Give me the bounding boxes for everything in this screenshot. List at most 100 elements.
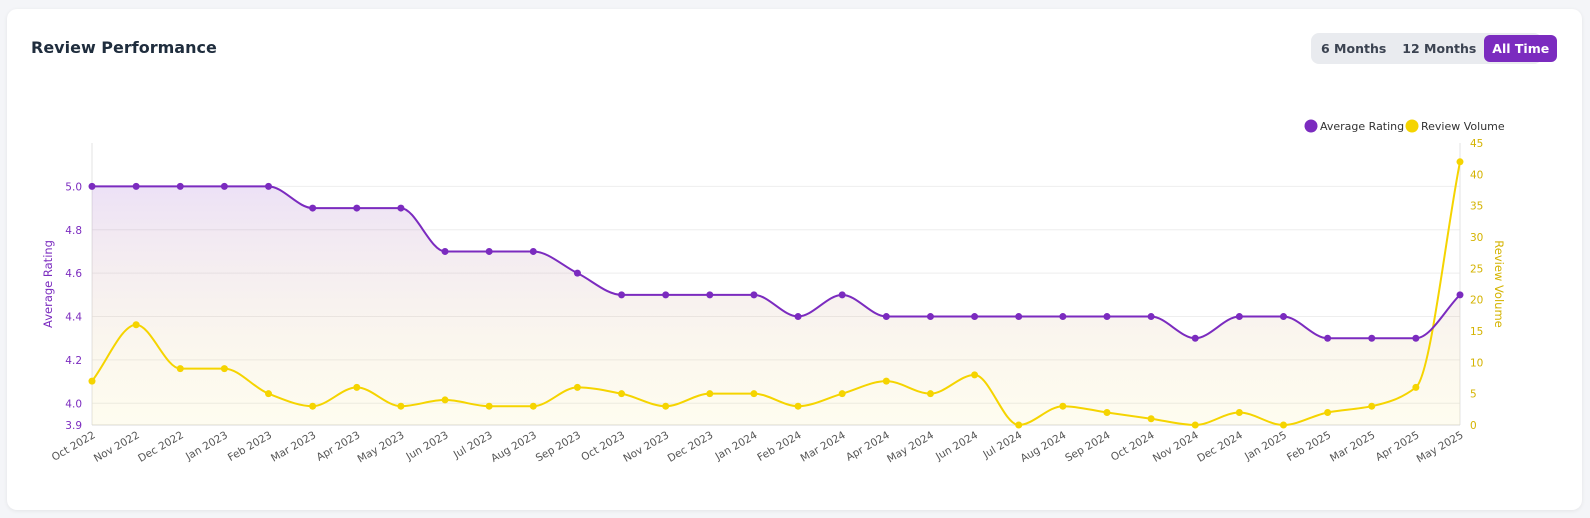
volume-point-feb-2024 xyxy=(794,402,802,410)
x-tick-label-feb-2024: Feb 2024 xyxy=(755,429,803,464)
right-tick-label-7: 35 xyxy=(1470,201,1483,213)
x-tick-label-oct-2022: Oct 2022 xyxy=(50,429,98,464)
rating-point-mar-2023 xyxy=(309,204,317,212)
rating-point-dec-2022 xyxy=(176,182,184,190)
volume-point-jun-2023 xyxy=(441,396,449,404)
x-tick-label-feb-2025: Feb 2025 xyxy=(1285,429,1333,464)
volume-point-dec-2024 xyxy=(1235,408,1243,416)
x-tick-label-aug-2024: Aug 2024 xyxy=(1019,429,1069,465)
chart-legend: Average Rating Review Volume xyxy=(1304,119,1505,133)
legend-label-review-volume: Review Volume xyxy=(1421,120,1505,133)
volume-point-sep-2023 xyxy=(573,383,581,391)
volume-point-may-2025 xyxy=(1456,158,1464,166)
x-tick-label-may-2025: May 2025 xyxy=(1415,429,1466,465)
rating-point-jun-2024 xyxy=(971,313,979,321)
volume-point-nov-2023 xyxy=(662,402,670,410)
volume-point-aug-2023 xyxy=(529,402,537,410)
x-tick-label-jan-2023: Jan 2023 xyxy=(183,429,230,463)
volume-point-apr-2023 xyxy=(353,383,361,391)
rating-point-aug-2023 xyxy=(529,247,537,255)
range-12-months-button[interactable]: 12 Months xyxy=(1394,35,1484,62)
x-tick-label-mar-2023: Mar 2023 xyxy=(269,429,318,464)
volume-point-nov-2022 xyxy=(132,321,140,329)
rating-point-sep-2023 xyxy=(573,269,581,277)
volume-point-may-2023 xyxy=(397,402,405,410)
x-tick-label-nov-2022: Nov 2022 xyxy=(92,429,142,465)
right-tick-label-3: 15 xyxy=(1470,326,1483,338)
volume-point-aug-2024 xyxy=(1059,402,1067,410)
x-tick-label-may-2024: May 2024 xyxy=(885,429,936,465)
right-tick-label-4: 20 xyxy=(1470,295,1483,307)
rating-point-nov-2023 xyxy=(662,291,670,299)
x-tick-label-apr-2023: Apr 2023 xyxy=(315,429,363,464)
rating-point-jun-2023 xyxy=(441,247,449,255)
volume-point-apr-2025 xyxy=(1412,383,1420,391)
x-tick-label-jun-2024: Jun 2024 xyxy=(933,429,980,463)
x-tick-label-nov-2024: Nov 2024 xyxy=(1151,429,1201,465)
x-tick-label-jan-2025: Jan 2025 xyxy=(1242,429,1289,463)
rating-point-aug-2024 xyxy=(1059,313,1067,321)
x-tick-label-mar-2025: Mar 2025 xyxy=(1328,429,1377,464)
volume-point-mar-2023 xyxy=(309,402,317,410)
x-tick-label-nov-2023: Nov 2023 xyxy=(621,429,671,465)
range-6-months-button[interactable]: 6 Months xyxy=(1313,35,1394,62)
volume-point-may-2024 xyxy=(926,390,934,398)
x-tick-label-dec-2024: Dec 2024 xyxy=(1195,429,1245,465)
right-tick-label-6: 30 xyxy=(1470,232,1483,244)
x-tick-label-apr-2024: Apr 2024 xyxy=(844,429,892,464)
x-tick-label-sep-2023: Sep 2023 xyxy=(534,429,583,464)
volume-point-oct-2024 xyxy=(1147,415,1155,423)
volume-point-jan-2025 xyxy=(1279,421,1287,429)
x-tick-label-apr-2025: Apr 2025 xyxy=(1374,429,1422,464)
volume-point-mar-2025 xyxy=(1368,402,1376,410)
volume-point-apr-2024 xyxy=(882,377,890,385)
x-tick-label-dec-2022: Dec 2022 xyxy=(136,429,186,465)
range-all-time-button[interactable]: All Time xyxy=(1484,35,1558,62)
volume-point-nov-2024 xyxy=(1191,421,1199,429)
volume-point-sep-2024 xyxy=(1103,408,1111,416)
volume-point-jul-2024 xyxy=(1015,421,1023,429)
left-axis-title: Average Rating xyxy=(41,240,55,328)
rating-point-oct-2022 xyxy=(88,182,96,190)
left-tick-label-4: 4.6 xyxy=(65,268,82,280)
card-title: Review Performance xyxy=(31,38,217,57)
volume-point-oct-2023 xyxy=(618,390,626,398)
volume-point-mar-2024 xyxy=(838,390,846,398)
rating-point-feb-2024 xyxy=(794,313,802,321)
right-tick-label-1: 5 xyxy=(1470,389,1477,401)
rating-point-apr-2025 xyxy=(1412,334,1420,342)
right-tick-label-8: 40 xyxy=(1470,169,1483,181)
x-tick-label-mar-2024: Mar 2024 xyxy=(799,429,848,464)
right-tick-label-5: 25 xyxy=(1470,263,1483,275)
rating-point-sep-2024 xyxy=(1103,313,1111,321)
rating-point-jan-2024 xyxy=(750,291,758,299)
x-tick-label-oct-2023: Oct 2023 xyxy=(579,429,627,464)
right-tick-label-2: 10 xyxy=(1470,357,1483,369)
volume-point-oct-2022 xyxy=(88,377,96,385)
rating-point-jul-2023 xyxy=(485,247,493,255)
volume-point-jan-2024 xyxy=(750,390,758,398)
x-tick-label-jul-2024: Jul 2024 xyxy=(980,429,1024,461)
left-tick-label-0: 3.9 xyxy=(65,420,82,432)
rating-point-dec-2023 xyxy=(706,291,714,299)
rating-point-feb-2023 xyxy=(265,182,273,190)
x-tick-label-oct-2024: Oct 2024 xyxy=(1109,429,1157,464)
left-tick-label-3: 4.4 xyxy=(65,312,82,324)
rating-point-may-2024 xyxy=(926,313,934,321)
time-range-toggle: 6 Months 12 Months All Time xyxy=(1311,33,1558,64)
rating-point-oct-2023 xyxy=(618,291,626,299)
volume-point-dec-2023 xyxy=(706,390,714,398)
volume-point-dec-2022 xyxy=(176,365,184,373)
x-tick-label-sep-2024: Sep 2024 xyxy=(1063,429,1112,464)
volume-point-jun-2024 xyxy=(971,371,979,379)
left-tick-label-1: 4.0 xyxy=(65,398,82,410)
rating-point-nov-2022 xyxy=(132,182,140,190)
rating-point-apr-2023 xyxy=(353,204,361,212)
right-tick-label-9: 45 xyxy=(1470,138,1483,150)
rating-point-jan-2023 xyxy=(220,182,228,190)
rating-point-may-2025 xyxy=(1456,291,1464,299)
rating-point-jul-2024 xyxy=(1015,313,1023,321)
volume-point-feb-2023 xyxy=(265,390,273,398)
right-axis-title: Review Volume xyxy=(1492,240,1506,327)
